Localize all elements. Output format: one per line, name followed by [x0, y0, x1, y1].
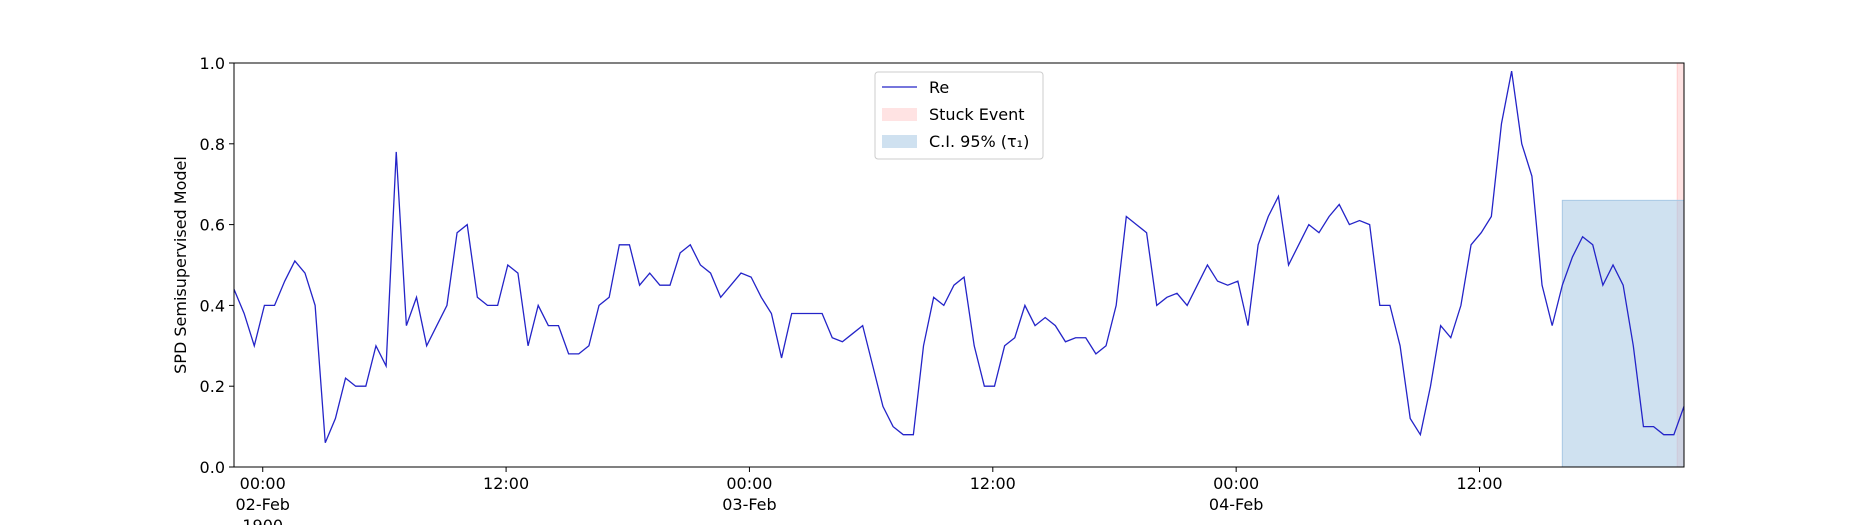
y-tick-label: 0.8 [200, 135, 225, 154]
legend-label: Stuck Event [929, 105, 1025, 124]
x-tick-label: 00:00 03-Feb [722, 474, 776, 514]
legend: Re Stuck Event C.I. 95% (τ₁) [874, 71, 1044, 160]
y-axis-label: SPD Semisupervised Model [171, 156, 190, 374]
x-tick-label: 12:00 [970, 474, 1016, 493]
legend-swatch [882, 108, 917, 121]
x-tick-label: 12:00 [1456, 474, 1502, 493]
x-tick-label: 12:00 [483, 474, 529, 493]
y-tick-label: 1.0 [200, 54, 225, 73]
y-tick-label: 0.6 [200, 216, 225, 235]
y-tick-label: 0.2 [200, 377, 225, 396]
x-tick-label: 00:00 04-Feb [1209, 474, 1263, 514]
data-line [233, 70, 1685, 444]
legend-label: Re [929, 78, 949, 97]
legend-label: C.I. 95% (τ₁) [929, 132, 1029, 151]
y-tick-label: 0.4 [200, 296, 225, 315]
plot-frame [233, 62, 1685, 468]
y-tick-label: 0.0 [200, 458, 225, 477]
legend-swatch [882, 135, 917, 148]
